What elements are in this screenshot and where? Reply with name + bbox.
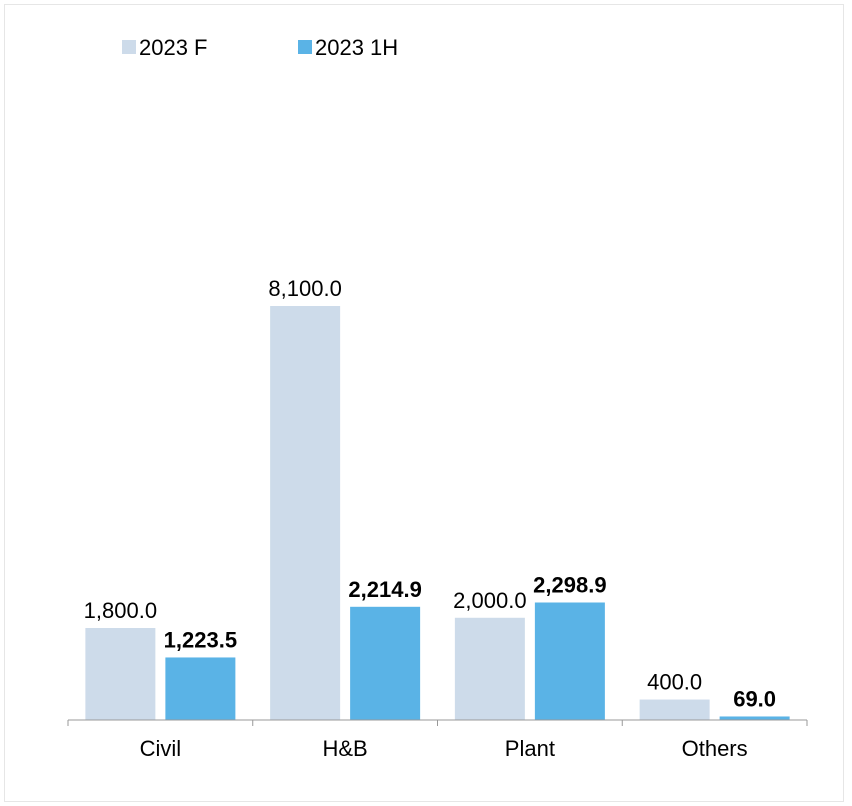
bar-1-4 (639, 699, 710, 720)
data-label-1-2: 8,100.0 (268, 276, 341, 301)
legend-label-1: 2023 F (139, 35, 208, 60)
data-label-2-2: 2,214.9 (348, 577, 421, 602)
data-label-2-1: 1,223.5 (164, 627, 237, 652)
bars: 1,800.0 1,223.5 8,100.0 2,214.9 2,000.0 2,298… (84, 276, 790, 720)
category-label-1: Civil (140, 736, 182, 761)
data-label-2-4: 69.0 (733, 686, 776, 711)
x-axis: Civil H&B Plant Others (67, 719, 808, 761)
bar-1-3 (454, 617, 525, 720)
category-label-4: Others (682, 736, 748, 761)
data-label-1-1: 1,800.0 (84, 598, 157, 623)
legend-label-2: 2023 1H (315, 35, 398, 60)
bar-1-1 (85, 628, 156, 720)
bar-1-2 (270, 306, 341, 720)
bar-2-4 (719, 716, 790, 720)
bar-2-2 (350, 606, 421, 720)
bar-2-3 (534, 602, 605, 720)
legend-swatch-2 (298, 40, 312, 54)
data-label-1-3: 2,000.0 (453, 588, 526, 613)
data-label-2-3: 2,298.9 (533, 573, 606, 598)
data-label-1-4: 400.0 (647, 670, 702, 695)
legend: 2023 F 2023 1H (122, 35, 398, 60)
category-label-3: Plant (505, 736, 555, 761)
bar-2-1 (165, 657, 236, 720)
legend-swatch-1 (122, 40, 136, 54)
category-label-2: H&B (323, 736, 368, 761)
